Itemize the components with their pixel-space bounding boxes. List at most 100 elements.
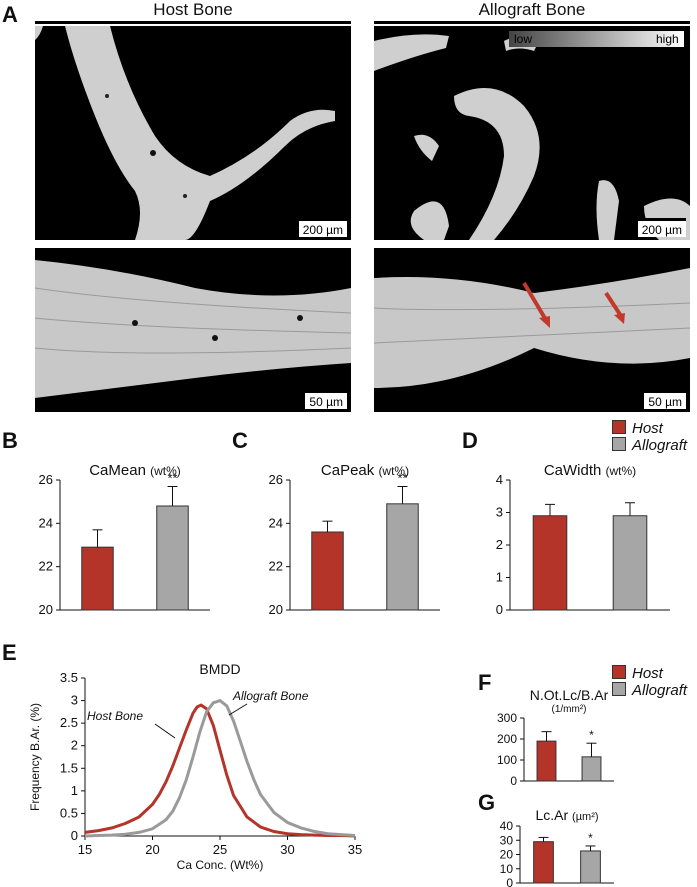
legend-swatch-host xyxy=(612,420,626,434)
legend-label-allograft: Allograft xyxy=(632,437,688,454)
y-tick-label-F-300: 300 xyxy=(497,711,517,725)
host-header-line xyxy=(35,21,351,24)
legend-f-item-host: Host xyxy=(612,665,687,682)
line-series-allograft xyxy=(84,698,356,838)
y-tick-label-E-0.5: 0.5 xyxy=(60,805,78,820)
legend-f: Host Allograft xyxy=(612,665,687,699)
y-axis-label-E: Frequency B.Ar. (%) xyxy=(28,703,42,811)
legend-swatch-allograft xyxy=(612,437,626,451)
y-tick-label-E-1: 1 xyxy=(71,783,78,798)
chart-title-D: CaWidth (wt%) xyxy=(544,462,636,479)
y-tick-label-D-0: 0 xyxy=(496,602,503,615)
y-tick-label-G-0: 0 xyxy=(506,876,513,887)
legend-item-allograft: Allograft xyxy=(612,437,687,454)
bar-F-host xyxy=(536,740,557,782)
y-tick-label-E-0: 0 xyxy=(71,828,78,843)
chart-title-C: CaPeak (wt%) xyxy=(321,462,409,479)
panel-letter-f: F xyxy=(478,670,492,695)
x-tick-label-E-15: 15 xyxy=(78,842,92,857)
chart-title-E: BMDD xyxy=(199,661,240,677)
legend-top: Host Allograft xyxy=(612,420,687,454)
series-label-host: Host Bone xyxy=(87,709,143,723)
arrow-right xyxy=(604,291,623,318)
legend-f-swatch-allograft xyxy=(612,682,626,696)
significance-B: ** xyxy=(167,471,177,486)
leader-allograft xyxy=(228,703,248,716)
y-tick-label-F-100: 100 xyxy=(497,753,517,767)
significance-G: * xyxy=(588,831,593,845)
y-tick-label-G-10: 10 xyxy=(500,862,514,876)
bar-G-host xyxy=(533,841,554,884)
y-tick-label-E-2.5: 2.5 xyxy=(60,715,78,730)
panel-letter-d: D xyxy=(462,428,478,453)
chart-capeak: CaPeak (wt%) 20 22 24 26 ** xyxy=(269,462,440,615)
chart-cawidth: CaWidth (wt%) 0 1 2 3 4 xyxy=(496,462,670,615)
bar-D-host xyxy=(532,515,568,611)
bar-F-allograft xyxy=(581,756,602,782)
x-tick-label-E-20: 20 xyxy=(145,842,159,857)
bar-D-allograft xyxy=(612,515,648,611)
line-series-host xyxy=(84,703,356,838)
legend-label-host: Host xyxy=(632,420,663,437)
y-tick-label-C-26: 26 xyxy=(269,472,283,487)
micrograph-host-low-mag: 200 µm xyxy=(35,26,351,240)
y-tick-label-D-1: 1 xyxy=(496,570,503,585)
x-tick-label-E-30: 30 xyxy=(280,842,294,857)
gradient-high-label: high xyxy=(656,32,679,46)
bar-B-allograft xyxy=(156,505,189,611)
scale-bar-top-left: 200 µm xyxy=(298,218,347,237)
y-tick-label-B-26: 26 xyxy=(39,472,53,487)
legend-f-label-allograft: Allograft xyxy=(632,682,688,699)
y-tick-label-G-20: 20 xyxy=(500,848,514,862)
y-tick-label-F-200: 200 xyxy=(497,732,517,746)
significance-F: * xyxy=(589,728,594,742)
x-tick-label-E-35: 35 xyxy=(348,842,362,857)
legend-f-swatch-host xyxy=(612,665,626,679)
chart-unit-F: (1/mm²) xyxy=(552,704,587,715)
x-axis-label-E: Ca Conc. (Wt%) xyxy=(177,858,264,872)
legend-f-item-allograft: Allograft xyxy=(612,682,687,699)
y-tick-label-E-3.5: 3.5 xyxy=(60,670,78,685)
y-tick-label-C-22: 22 xyxy=(269,559,283,574)
arrow-left xyxy=(522,281,548,322)
legend-f-label-host: Host xyxy=(632,665,663,682)
allograft-header-line xyxy=(374,21,690,24)
micrograph-allograft-high-mag: 50 µm xyxy=(374,248,690,412)
y-tick-label-C-20: 20 xyxy=(269,602,283,615)
panel-letter-c: C xyxy=(232,428,248,453)
leader-host xyxy=(154,723,176,739)
chart-title-G: Lc.Ar (µm²) xyxy=(535,810,598,823)
y-tick-label-F-0: 0 xyxy=(510,774,517,785)
panel-letter-g: G xyxy=(478,790,496,815)
significance-C: ** xyxy=(397,471,407,486)
panel-letter-a: A xyxy=(2,2,18,27)
bar-B-host xyxy=(81,546,114,611)
chart-camean: CaMean (wt%) 20 22 24 26 ** xyxy=(39,462,210,615)
legend-item-host: Host xyxy=(612,420,687,437)
y-tick-label-E-1.5: 1.5 xyxy=(60,760,78,775)
chart-notlc: N.Ot.Lc/B.Ar (1/mm²) 0 100 200 300 * xyxy=(497,690,614,785)
y-tick-label-B-20: 20 xyxy=(39,602,53,615)
panel-letter-b: B xyxy=(2,428,18,453)
x-tick-label-E-25: 25 xyxy=(213,842,227,857)
y-tick-label-B-24: 24 xyxy=(39,515,53,530)
host-bone-header: Host Bone xyxy=(153,0,233,19)
panel-letter-e: E xyxy=(2,640,17,665)
y-tick-label-G-30: 30 xyxy=(500,833,514,847)
chart-title-F: N.Ot.Lc/B.Ar xyxy=(530,690,609,703)
y-tick-label-C-24: 24 xyxy=(269,515,283,530)
gradient-low-label: low xyxy=(514,32,533,46)
micrograph-allograft-low-mag: low high 200 µm xyxy=(374,26,690,240)
y-tick-label-B-22: 22 xyxy=(39,559,53,574)
y-tick-label-D-4: 4 xyxy=(496,472,503,487)
y-tick-label-E-3: 3 xyxy=(71,693,78,708)
scale-bar-bottom-left: 50 µm xyxy=(305,390,347,409)
y-tick-label-D-3: 3 xyxy=(496,505,503,520)
bar-C-host xyxy=(311,531,344,611)
y-tick-label-G-40: 40 xyxy=(500,819,514,833)
y-tick-label-E-2: 2 xyxy=(71,738,78,753)
scale-bar-bottom-right: 50 µm xyxy=(644,390,686,409)
series-label-allograft: Allograft Bone xyxy=(232,689,309,703)
chart-bmdd: BMDD 0 0.5 1 1.5 2 2.5 3 3.5 15 20 25 30 35 Ca Conc. (… xyxy=(28,661,362,872)
